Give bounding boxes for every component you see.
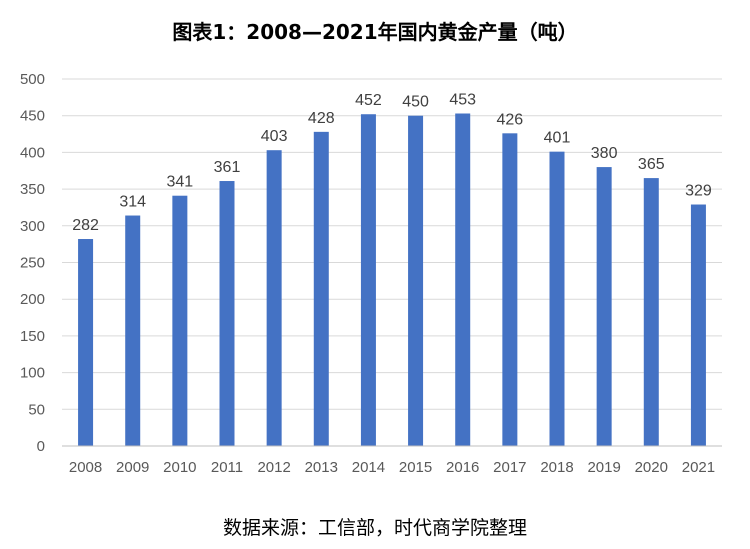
y-tick-label: 200 — [20, 291, 45, 308]
data-label: 365 — [638, 156, 665, 173]
data-label: 282 — [72, 217, 99, 234]
x-tick-label: 2011 — [211, 459, 243, 476]
x-tick-label: 2018 — [540, 459, 573, 476]
x-tick-label: 2021 — [682, 459, 715, 476]
y-tick-label: 0 — [37, 438, 45, 455]
data-label: 450 — [402, 94, 429, 111]
x-tick-label: 2020 — [635, 459, 668, 476]
data-label: 426 — [497, 111, 524, 128]
x-tick-label: 2017 — [493, 459, 526, 476]
x-tick-label: 2008 — [69, 459, 102, 476]
y-tick-label: 400 — [20, 144, 45, 161]
y-tick-label: 300 — [20, 218, 45, 235]
bar — [643, 178, 659, 446]
x-tick-label: 2019 — [587, 459, 620, 476]
data-label: 341 — [167, 174, 194, 191]
y-tick-label: 350 — [20, 181, 45, 198]
data-label: 380 — [591, 145, 618, 162]
bar — [219, 181, 235, 446]
bar — [690, 204, 706, 446]
data-label: 314 — [119, 194, 146, 211]
x-tick-label: 2016 — [446, 459, 479, 476]
data-labels: 282 314 341 361 403 428 452 450 453 426 401 380 365 3… — [72, 91, 712, 234]
data-label: 361 — [214, 159, 241, 176]
bar — [78, 239, 94, 446]
bar — [502, 133, 518, 447]
bar — [125, 215, 141, 446]
x-tick-label: 2009 — [116, 459, 149, 476]
y-tick-label: 100 — [20, 365, 45, 382]
bar — [455, 113, 471, 447]
data-label: 452 — [355, 92, 382, 109]
y-axis-ticks: 0 50 100 150 200 250 300 350 400 450 500 — [20, 71, 45, 455]
bar — [549, 151, 565, 446]
bars — [78, 113, 706, 447]
x-axis-ticks: 2008 2009 2010 2011 2012 2013 2014 2015 2016 2017… — [69, 459, 715, 476]
x-tick-label: 2014 — [352, 459, 385, 476]
y-tick-label: 50 — [28, 401, 45, 418]
x-tick-label: 2013 — [305, 459, 338, 476]
y-tick-label: 250 — [20, 255, 45, 272]
y-tick-label: 450 — [20, 108, 45, 125]
x-tick-label: 2015 — [399, 459, 432, 476]
bar — [313, 131, 329, 446]
gridlines — [62, 78, 722, 410]
chart-title: 图表1：2008—2021年国内黄金产量（吨） — [172, 20, 578, 44]
bar — [596, 167, 612, 446]
bar — [266, 150, 282, 446]
data-label: 453 — [449, 91, 476, 108]
y-tick-label: 150 — [20, 328, 45, 345]
data-label: 428 — [308, 110, 335, 127]
data-label: 403 — [261, 128, 288, 145]
bar — [408, 115, 424, 446]
y-tick-label: 500 — [20, 71, 45, 88]
bar — [360, 114, 376, 447]
x-tick-label: 2010 — [163, 459, 196, 476]
data-label: 401 — [544, 130, 571, 147]
data-label: 329 — [685, 183, 712, 200]
x-tick-label: 2012 — [257, 459, 290, 476]
source-note: 数据来源：工信部，时代商学院整理 — [222, 517, 527, 539]
bar — [172, 195, 188, 446]
